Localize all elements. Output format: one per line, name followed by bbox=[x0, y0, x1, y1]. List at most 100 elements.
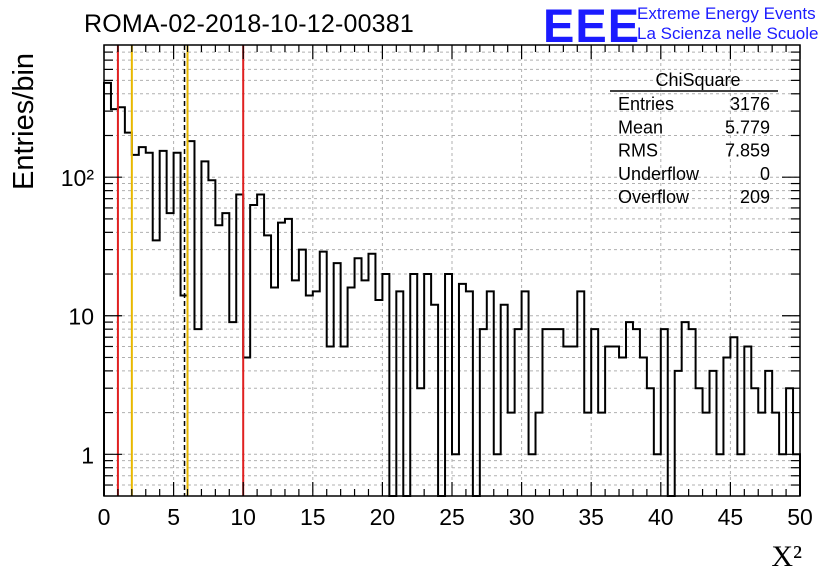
histogram-bin bbox=[696, 388, 703, 496]
histogram-bin bbox=[772, 413, 779, 496]
stats-box: ChiSquare Entries 3176 Mean 5.779 RMS 7.859 Und… bbox=[610, 70, 778, 207]
histogram-bin bbox=[160, 151, 167, 496]
histogram-bin bbox=[285, 219, 292, 496]
histogram-bin bbox=[710, 371, 717, 496]
histogram-bin bbox=[529, 454, 536, 496]
logo-line-1: Extreme Energy Events bbox=[637, 4, 816, 23]
y-axis-label: Entries/bin bbox=[8, 52, 40, 190]
stats-label: Overflow bbox=[618, 187, 690, 207]
histogram-bin bbox=[640, 357, 647, 496]
histogram-bin bbox=[584, 413, 591, 496]
x-tick-label: 50 bbox=[787, 504, 813, 530]
histogram-bin bbox=[758, 413, 765, 496]
x-tick-label: 40 bbox=[648, 504, 674, 530]
stats-value: 209 bbox=[740, 187, 770, 207]
histogram-bin bbox=[522, 291, 529, 496]
histogram-bin bbox=[508, 413, 515, 496]
histogram-bin bbox=[536, 413, 543, 496]
histogram-bin bbox=[737, 454, 744, 496]
histogram-bin bbox=[334, 263, 341, 496]
histogram-bin bbox=[264, 235, 271, 496]
histogram-bin bbox=[222, 213, 229, 496]
x-tick-label: 45 bbox=[718, 504, 744, 530]
histogram-step-line bbox=[103, 81, 801, 497]
histogram-bin bbox=[431, 305, 438, 496]
histogram-bin bbox=[208, 180, 215, 496]
histogram-bin bbox=[605, 346, 612, 496]
histogram-bin bbox=[236, 195, 243, 496]
histogram-bin bbox=[257, 195, 264, 496]
histogram-bin bbox=[501, 305, 508, 496]
stats-value: 3176 bbox=[730, 94, 770, 114]
histogram-bin bbox=[626, 322, 633, 496]
histogram-bin bbox=[327, 346, 334, 496]
stats-label: RMS bbox=[618, 141, 658, 161]
histogram-bin bbox=[480, 329, 487, 496]
histogram-bin bbox=[375, 300, 382, 496]
chart-title: ROMA-02-2018-10-12-00381 bbox=[84, 10, 414, 38]
histogram-bin bbox=[633, 329, 640, 496]
x-tick-label: 35 bbox=[578, 504, 604, 530]
histogram-bin bbox=[146, 153, 153, 496]
histogram-bin bbox=[577, 291, 584, 496]
histogram-bin bbox=[396, 291, 403, 496]
x-tick-label: 20 bbox=[370, 504, 396, 530]
histogram-bin bbox=[744, 346, 751, 496]
histogram-bin bbox=[348, 287, 355, 496]
y-tick-label: 10² bbox=[61, 165, 95, 191]
histogram-bin bbox=[320, 252, 327, 496]
histogram-bin bbox=[215, 225, 222, 496]
histogram-bin bbox=[341, 346, 348, 496]
histogram-bin bbox=[250, 205, 257, 496]
histogram-bin bbox=[494, 454, 501, 496]
x-axis-label: X² bbox=[771, 540, 802, 572]
histogram-bin bbox=[751, 388, 758, 496]
y-tick-label: 10 bbox=[68, 304, 94, 330]
histogram-bin bbox=[515, 329, 522, 496]
histogram-bin bbox=[410, 274, 417, 496]
histogram-bin bbox=[689, 329, 696, 496]
histogram-bin bbox=[167, 213, 174, 496]
histogram-bin bbox=[619, 357, 626, 496]
histogram-bin bbox=[174, 153, 181, 496]
histogram-bin bbox=[570, 346, 577, 496]
histogram-bin bbox=[598, 413, 605, 496]
histogram-bin bbox=[201, 161, 208, 496]
histogram-bin bbox=[194, 329, 201, 496]
histogram-bin bbox=[723, 357, 730, 496]
histogram-bin bbox=[452, 454, 459, 496]
histogram-bin bbox=[278, 223, 285, 496]
histogram-bin bbox=[299, 250, 306, 496]
histogram-bin bbox=[765, 371, 772, 496]
stats-title: ChiSquare bbox=[655, 70, 740, 90]
histogram-bin bbox=[118, 107, 125, 496]
histogram-bin bbox=[549, 329, 556, 496]
stats-value: 7.859 bbox=[725, 141, 770, 161]
stats-value: 5.779 bbox=[725, 117, 770, 137]
histogram-bin bbox=[368, 254, 375, 496]
histogram-bin bbox=[104, 83, 111, 496]
histogram-bin bbox=[355, 258, 362, 496]
x-tick-label: 5 bbox=[167, 504, 180, 530]
cut-lines bbox=[116, 45, 245, 496]
x-tick-label: 15 bbox=[300, 504, 326, 530]
histogram-bin bbox=[424, 274, 431, 496]
histogram-bin bbox=[139, 147, 146, 496]
histogram-bin bbox=[271, 287, 278, 496]
histogram-bin bbox=[612, 346, 619, 496]
histogram-bin bbox=[591, 329, 598, 496]
histogram-bin bbox=[229, 322, 236, 496]
histogram-bin bbox=[556, 329, 563, 496]
histogram-bin bbox=[703, 413, 710, 496]
stats-label: Entries bbox=[618, 94, 674, 114]
axes: 0 5 10 15 20 25 30 35 40 45 50 1 10 10² X² bbox=[61, 45, 813, 572]
histogram-bin bbox=[362, 280, 369, 496]
stats-label: Underflow bbox=[618, 164, 700, 184]
histogram-bin bbox=[111, 109, 118, 496]
x-tick-label: 25 bbox=[439, 504, 465, 530]
histogram-bin bbox=[459, 284, 466, 496]
histogram-bin bbox=[445, 274, 452, 496]
x-tick-label: 0 bbox=[98, 504, 111, 530]
x-tick-label: 30 bbox=[509, 504, 535, 530]
histogram-bin bbox=[132, 155, 139, 496]
